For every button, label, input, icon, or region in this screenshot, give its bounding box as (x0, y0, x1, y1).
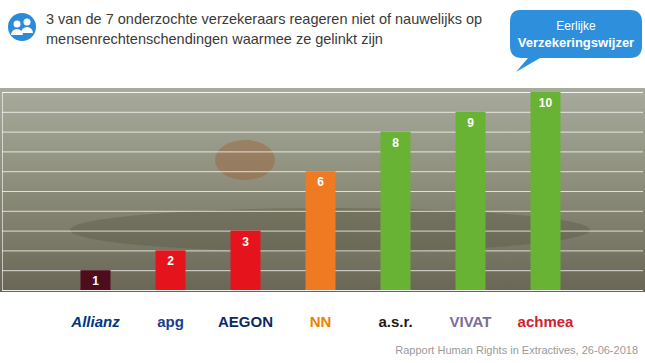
category-label: achmea (518, 313, 575, 330)
data-label: 1 (92, 274, 99, 288)
y-tick (2, 290, 643, 291)
x-tick: VIVAT (450, 290, 492, 330)
bars (81, 92, 561, 290)
background (0, 88, 645, 292)
background-barrel (215, 140, 275, 180)
badge-bubble (510, 10, 642, 72)
category-label: Allianz (70, 313, 120, 330)
bar (531, 92, 561, 290)
category-label: NN (310, 313, 332, 330)
category-label: a.s.r. (378, 313, 412, 330)
x-tick: Allianz (70, 290, 120, 330)
y-axis (2, 93, 643, 291)
data-label: 3 (242, 235, 249, 249)
chart: 1 2 3 6 8 9 10 Allianz apg AEGON NN a.s.r. VIVAT achm… (0, 0, 645, 363)
x-axis: Allianz apg AEGON NN a.s.r. VIVAT achmea (59, 290, 584, 330)
title: 3 van de 7 onderzochte verzekeraars reag… (46, 11, 482, 47)
badge-text-line: Eerlijke (556, 19, 596, 33)
category-label: VIVAT (450, 313, 492, 330)
icon-circle (8, 13, 36, 41)
data-label: 2 (167, 254, 174, 268)
x-tick: AEGON (218, 290, 273, 330)
source: Rapport Human Rights in Extractives, 26-… (395, 344, 638, 356)
badge-text-line: Verzekeringswijzer (518, 35, 634, 50)
data-label: 10 (539, 96, 553, 110)
x-tick: achmea (518, 290, 575, 330)
bar (456, 112, 486, 290)
bar (231, 231, 261, 290)
data-label: 6 (317, 175, 324, 189)
grid-line (2, 290, 643, 291)
bar (381, 132, 411, 290)
title-line: 3 van de 7 onderzochte verzekeraars reag… (46, 11, 482, 27)
bar (306, 171, 336, 290)
bar (81, 270, 111, 290)
badge: Eerlijke Verzekeringswijzer (510, 10, 642, 72)
page: {"chart_data": {"type": "bar", "title": … (0, 0, 645, 363)
title-icon (8, 13, 36, 41)
y-axis-line (3, 93, 644, 291)
icon-person-body (21, 27, 33, 33)
data-labels: 1 2 3 6 8 9 10 (92, 96, 552, 288)
title-line: mensenrechtenschendingen waarmee ze geli… (46, 31, 383, 47)
bar (156, 250, 186, 290)
x-tick: NN (310, 290, 332, 330)
data-label: 9 (467, 116, 474, 130)
x-axis-line (59, 290, 584, 291)
badge-text: Eerlijke Verzekeringswijzer (518, 19, 634, 50)
icon-person-head (14, 21, 21, 28)
icon-person-head (24, 19, 31, 26)
category-label: apg (157, 313, 184, 330)
x-tick: a.s.r. (378, 290, 412, 330)
data-label: 8 (392, 136, 399, 150)
x-tick: apg (157, 290, 184, 330)
category-label: AEGON (218, 313, 273, 330)
